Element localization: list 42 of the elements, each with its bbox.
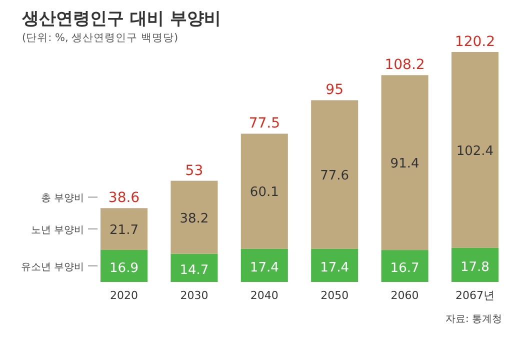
bar: [311, 248, 358, 282]
data-label: 60.1: [250, 185, 279, 200]
bar: [381, 75, 428, 250]
data-label: 91.4: [390, 156, 420, 172]
bar: [240, 248, 288, 282]
data-label: 38.2: [180, 211, 209, 226]
bar: [451, 52, 498, 248]
total-label: 53: [185, 162, 204, 179]
x-tick-label: 2050: [320, 289, 349, 302]
x-tick-label: 2067년: [455, 289, 494, 302]
bar: [170, 180, 218, 254]
bar: [311, 100, 358, 249]
data-label: 102.4: [456, 144, 494, 159]
chart-subtitle: (단위: %, 생산연령인구 백명당): [22, 32, 178, 44]
data-label: 77.6: [320, 168, 350, 184]
text: 자료: 통계청: [445, 314, 502, 325]
x-tick-label: 2030: [180, 289, 208, 302]
bar: [100, 250, 148, 282]
data-label: 17.4: [250, 260, 279, 276]
bar: [240, 134, 288, 249]
series-label: 노년 부양비: [30, 224, 84, 236]
data-label: 16.7: [390, 261, 420, 276]
series-label: 유소년 부양비: [20, 262, 84, 273]
bar: [381, 250, 428, 282]
x-tick-label: 2020: [110, 289, 138, 302]
x-tick-label: 2040: [250, 289, 278, 302]
text: 총 부양비: [40, 193, 84, 204]
data-label: 17.4: [320, 260, 350, 276]
data-label: 16.9: [110, 260, 138, 276]
data-label: 21.7: [110, 222, 138, 238]
x-tick-label: 2060: [390, 289, 419, 302]
total-label: 120.2: [454, 34, 496, 50]
bar: [170, 254, 218, 282]
total-label: 108.2: [384, 57, 425, 74]
data-label: 14.7: [180, 262, 209, 278]
bar: [100, 208, 148, 250]
total-label: 95: [326, 82, 344, 98]
total-label: 77.5: [248, 116, 280, 132]
data-label: 17.8: [460, 260, 490, 275]
total-label: 38.6: [108, 190, 140, 206]
bar: [451, 248, 498, 282]
chart-title: 생산연령인구 대비 부양비: [21, 9, 221, 29]
